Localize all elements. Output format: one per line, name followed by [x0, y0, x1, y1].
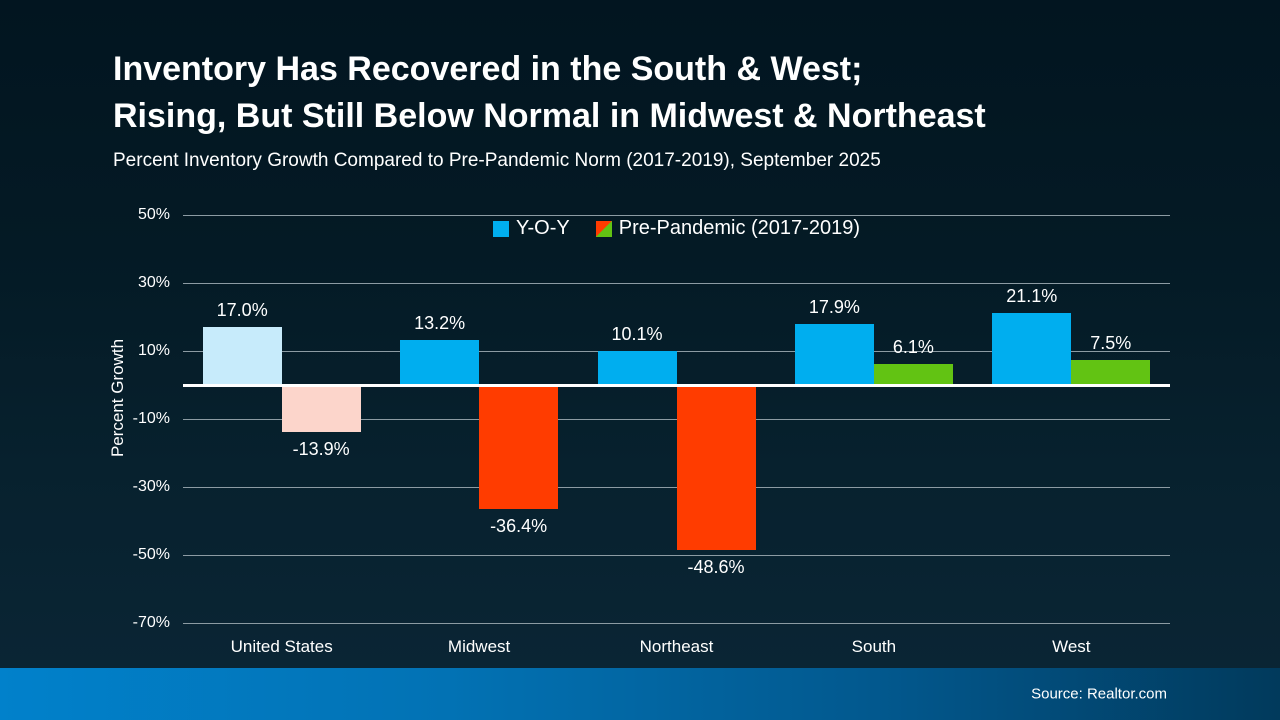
bar-y-o-y-south: [794, 324, 874, 385]
legend-label-prepandemic: Pre-Pandemic (2017-2019): [618, 217, 860, 239]
y-tick-label: -50%: [132, 546, 170, 563]
gridline: [183, 350, 1170, 352]
zero-axis-line: [183, 383, 1170, 387]
bar-y-o-y-midwest: [400, 340, 480, 385]
gridline: [183, 554, 1170, 556]
chart-legend: Y-O-Y Pre-Pandemic (2017-2019): [183, 217, 1170, 240]
bar-value-label: 17.9%: [808, 297, 860, 318]
bar-pre-pandemic-2017-2019-midwest: [479, 385, 559, 509]
legend-swatch-yoy-icon: [493, 220, 509, 237]
bar-y-o-y-united-states: [202, 327, 282, 385]
bar-value-label: 10.1%: [611, 323, 663, 344]
category-label-northeast: Northeast: [639, 637, 714, 656]
bar-value-label: -36.4%: [490, 515, 548, 536]
chart-title-line2: Rising, But Still Below Normal in Midwes…: [113, 97, 986, 135]
chart-subtitle: Percent Inventory Growth Compared to Pre…: [113, 150, 881, 171]
y-tick-label: -10%: [132, 410, 170, 427]
bar-value-label: 7.5%: [1090, 332, 1132, 353]
bar-pre-pandemic-2017-2019-west: [1071, 359, 1151, 385]
legend-label-yoy: Y-O-Y: [516, 217, 570, 239]
bar-pre-pandemic-2017-2019-northeast: [676, 385, 756, 551]
bar-y-o-y-northeast: [597, 350, 677, 385]
bar-pre-pandemic-2017-2019-united-states: [281, 385, 361, 433]
bar-value-label: -48.6%: [687, 557, 745, 578]
y-tick-label: 10%: [137, 342, 170, 359]
legend-swatch-prepandemic-icon: [595, 220, 612, 237]
gridline: [183, 214, 1170, 216]
chart-title: Inventory Has Recovered in the South & W…: [113, 46, 986, 140]
y-tick-label: 50%: [137, 206, 170, 223]
bar-pre-pandemic-2017-2019-south: [873, 364, 953, 385]
chart-title-line1: Inventory Has Recovered in the South & W…: [113, 50, 863, 88]
gridline: [183, 282, 1170, 284]
category-label-united-states: United States: [230, 637, 333, 656]
bar-value-label: 13.2%: [414, 313, 466, 334]
bar-y-o-y-west: [992, 313, 1072, 385]
legend-item-yoy: Y-O-Y: [493, 217, 570, 240]
footer-bar: Source: Realtor.com: [0, 668, 1280, 720]
category-label-south: South: [851, 637, 897, 656]
bar-value-label: 17.0%: [216, 300, 268, 321]
bar-value-label: -13.9%: [292, 439, 350, 460]
y-tick-label: 30%: [137, 274, 170, 291]
gridline: [183, 622, 1170, 624]
category-label-midwest: Midwest: [447, 637, 511, 656]
y-tick-label: -30%: [132, 478, 170, 495]
category-label-west: West: [1052, 637, 1091, 656]
source-attribution: Source: Realtor.com: [1031, 685, 1167, 703]
bar-value-label: 6.1%: [892, 337, 934, 358]
y-tick-label: -70%: [132, 614, 170, 631]
legend-item-prepandemic: Pre-Pandemic (2017-2019): [595, 217, 860, 240]
bar-value-label: 21.1%: [1006, 286, 1058, 307]
